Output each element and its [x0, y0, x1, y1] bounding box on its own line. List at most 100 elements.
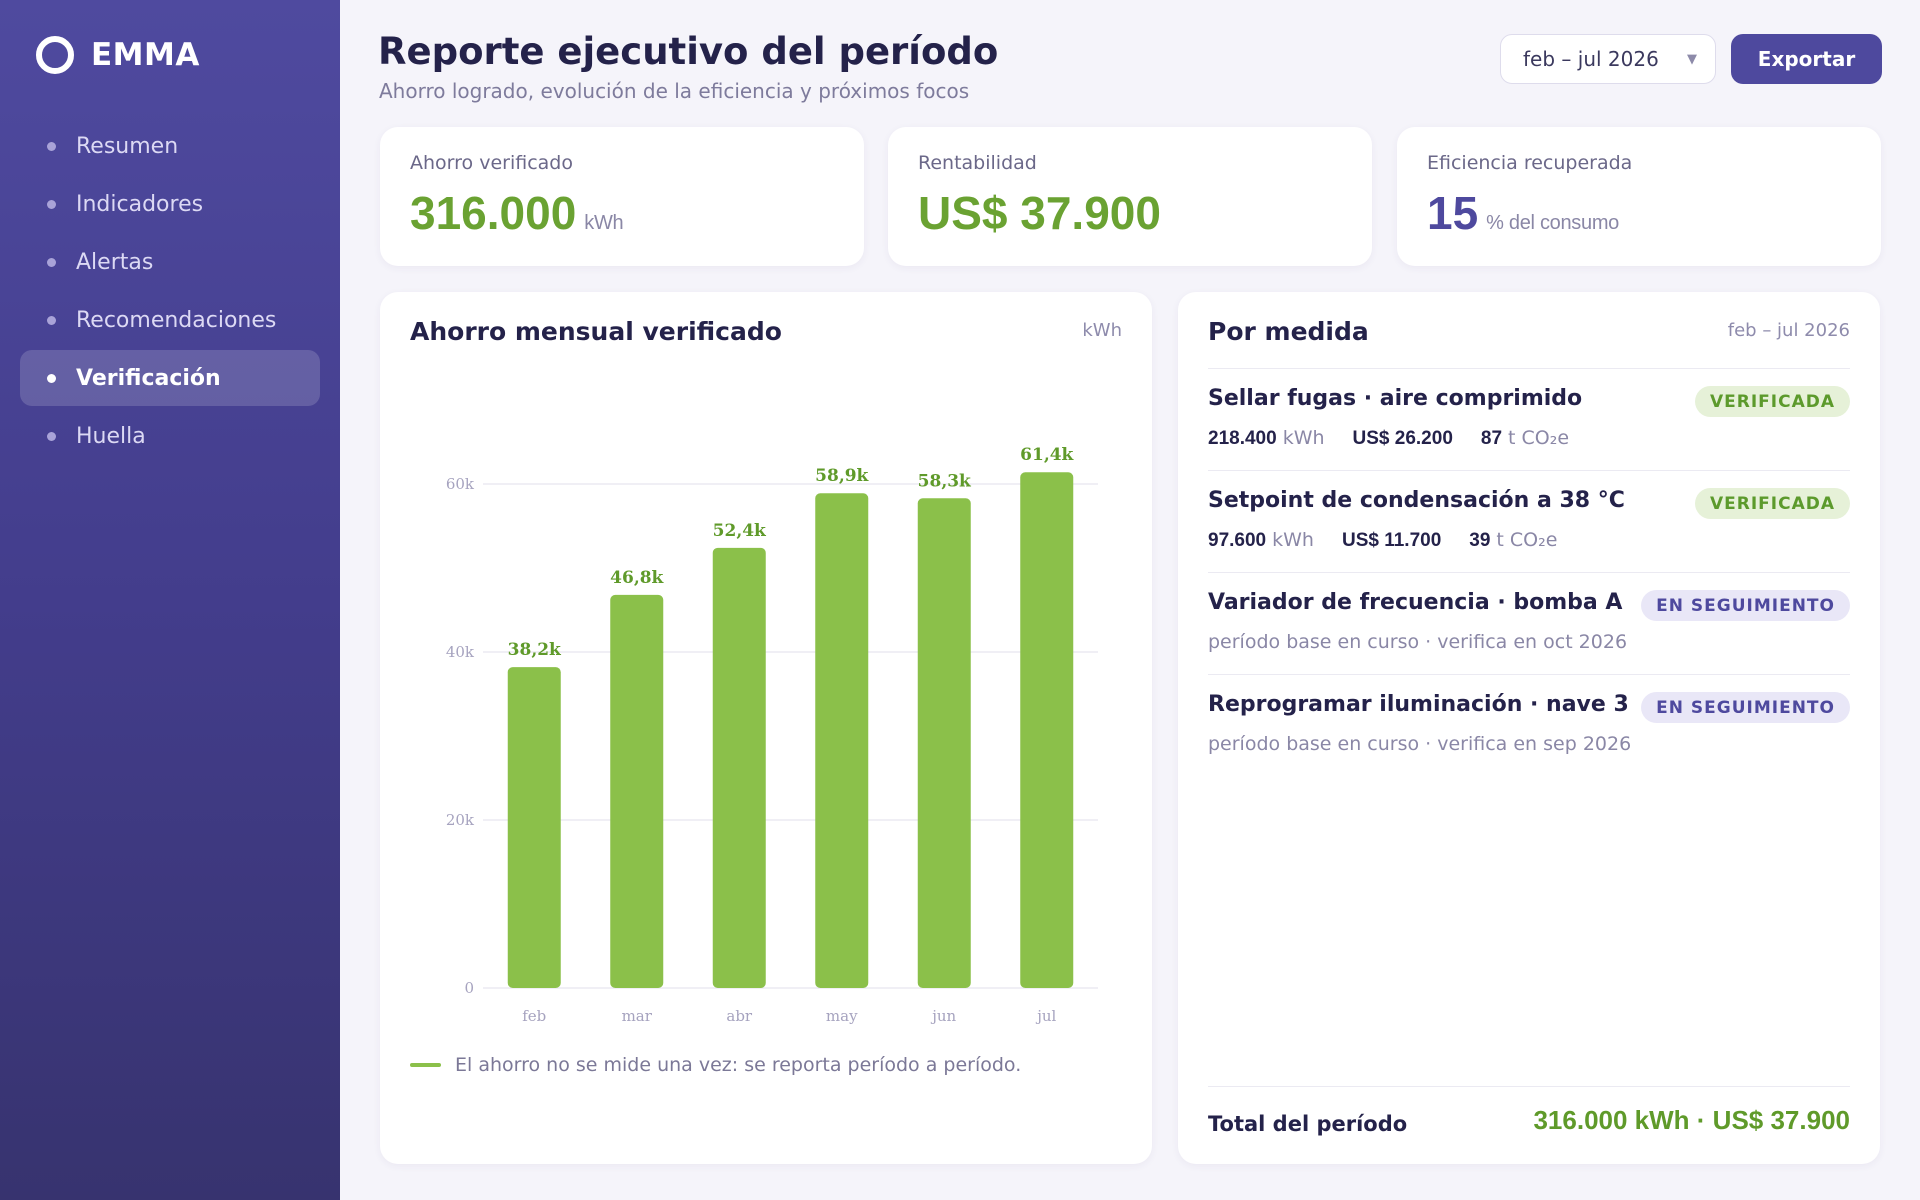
- period-select[interactable]: feb – jul 2026 ▼: [1500, 34, 1716, 84]
- stat-co2-unit: t CO₂e: [1508, 427, 1570, 449]
- sidebar-nav: Resumen Indicadores Alertas Recomendacio…: [20, 118, 320, 466]
- stat-co2-unit: t CO₂e: [1496, 529, 1558, 551]
- status-badge: EN SEGUIMIENTO: [1641, 692, 1850, 723]
- status-badge: VERIFICADA: [1694, 386, 1850, 417]
- x-tick-label: may: [826, 1007, 858, 1025]
- kpi-unit: kWh: [584, 212, 624, 234]
- sidebar-item-label: Recomendaciones: [76, 307, 277, 333]
- divider: [1208, 572, 1850, 573]
- x-tick-label: jun: [930, 1007, 956, 1025]
- y-tick-label: 20k: [446, 811, 475, 829]
- stat-usd: US$ 11.700: [1341, 530, 1442, 551]
- sidebar-item-label: Verificación: [76, 365, 221, 391]
- bar: [815, 493, 869, 988]
- stat-co2: 87: [1480, 428, 1503, 449]
- bullet-icon: [47, 141, 56, 151]
- sidebar: EMMA Resumen Indicadores Alertas Recomen…: [0, 0, 340, 1200]
- kpi-card-rentabilidad: Rentabilidad US$ 37.900: [888, 127, 1372, 266]
- divider: [1208, 470, 1850, 471]
- kpi-label: Eficiencia recuperada: [1427, 152, 1633, 174]
- chart-legend: El ahorro no se mide una vez: se reporta…: [410, 1054, 1021, 1076]
- page-title: Reporte ejecutivo del período: [378, 30, 999, 73]
- kpi-value: 316.000: [410, 187, 577, 239]
- measures-period: feb – jul 2026: [1727, 320, 1850, 341]
- period-select-value: feb – jul 2026: [1523, 47, 1659, 71]
- measure-stats: 97.600 kWh US$ 11.700 39 t CO₂e: [1208, 529, 1585, 552]
- sidebar-item-huella[interactable]: Huella: [20, 408, 320, 464]
- stat-kwh: 218.400: [1208, 428, 1277, 449]
- measure-item[interactable]: Setpoint de condensación a 38 °C VERIFIC…: [1208, 470, 1850, 572]
- status-badge: VERIFICADA: [1694, 488, 1850, 519]
- sidebar-item-verificacion[interactable]: Verificación: [20, 350, 320, 406]
- bullet-icon: [47, 199, 56, 209]
- sidebar-item-recomendaciones[interactable]: Recomendaciones: [20, 292, 320, 348]
- sidebar-item-indicadores[interactable]: Indicadores: [20, 176, 320, 232]
- bullet-icon: [47, 373, 56, 383]
- measure-name: Sellar fugas · aire comprimido: [1208, 386, 1583, 411]
- stat-usd: US$ 26.200: [1352, 428, 1453, 449]
- chart-title: Ahorro mensual verificado: [410, 317, 782, 346]
- kpi-card-ahorro: Ahorro verificado 316.000 kWh: [380, 127, 864, 266]
- measure-stats: 218.400 kWh US$ 26.200 87 t CO₂e: [1208, 427, 1597, 450]
- sidebar-item-label: Indicadores: [76, 191, 204, 217]
- kpi-value: 15: [1427, 187, 1479, 239]
- data-label: 38,2k: [508, 640, 562, 660]
- sidebar-item-resumen[interactable]: Resumen: [20, 118, 320, 174]
- chart-card: 0 20k 40k 60k 38,2k feb 46,8k mar 52,4k abr 58,9k m…: [380, 292, 1152, 1164]
- bar: [917, 498, 971, 988]
- measure-name: Variador de frecuencia · bomba A: [1208, 590, 1623, 615]
- stat-kwh: 97.600: [1208, 530, 1267, 551]
- kpi-label: Ahorro verificado: [410, 152, 573, 174]
- y-tick-label: 40k: [446, 643, 475, 661]
- measure-name: Reprogramar iluminación · nave 3: [1208, 692, 1629, 717]
- x-tick-label: mar: [622, 1007, 653, 1025]
- stat-co2: 39: [1469, 530, 1491, 551]
- x-tick-label: feb: [522, 1007, 546, 1025]
- bullet-icon: [47, 431, 56, 441]
- legend-text: El ahorro no se mide una vez: se reporta…: [455, 1054, 1022, 1076]
- measure-item[interactable]: Variador de frecuencia · bomba A EN SEGU…: [1208, 572, 1850, 674]
- bar: [1020, 472, 1074, 988]
- measures-card: Por medida feb – jul 2026 Sellar fugas ·…: [1178, 292, 1880, 1164]
- bullet-icon: [47, 315, 56, 325]
- kpi-label: Rentabilidad: [918, 152, 1037, 174]
- data-label: 58,3k: [918, 471, 972, 491]
- measure-note: período base en curso · verifica en sep …: [1208, 733, 1632, 755]
- sidebar-item-label: Alertas: [76, 249, 154, 275]
- total-label: Total del período: [1208, 1112, 1408, 1136]
- sidebar-item-alertas[interactable]: Alertas: [20, 234, 320, 290]
- kpi-unit: % del consumo: [1486, 212, 1620, 234]
- logo-ring-icon: [36, 36, 74, 74]
- kpi-card-eficiencia: Eficiencia recuperada 15 % del consumo: [1397, 127, 1881, 266]
- sidebar-item-label: Resumen: [76, 133, 179, 159]
- measures-title: Por medida: [1208, 317, 1369, 346]
- bar: [507, 667, 561, 988]
- measure-item[interactable]: Reprogramar iluminación · nave 3 EN SEGU…: [1208, 674, 1850, 776]
- x-tick-label: abr: [726, 1007, 753, 1025]
- bullet-icon: [47, 257, 56, 267]
- brand[interactable]: EMMA: [36, 36, 200, 74]
- page-subtitle: Ahorro logrado, evolución de la eficienc…: [379, 79, 970, 103]
- legend-swatch: [410, 1063, 441, 1067]
- divider: [1208, 674, 1850, 675]
- data-label: 52,4k: [713, 521, 767, 541]
- y-tick-label: 60k: [446, 475, 475, 493]
- stat-kwh-unit: kWh: [1272, 529, 1314, 551]
- divider: [1208, 1086, 1850, 1087]
- measure-note: período base en curso · verifica en oct …: [1208, 631, 1628, 653]
- measure-item[interactable]: Sellar fugas · aire comprimido VERIFICAD…: [1208, 368, 1850, 470]
- chevron-down-icon: ▼: [1687, 52, 1697, 67]
- measure-name: Setpoint de condensación a 38 °C: [1208, 488, 1625, 513]
- y-tick-label: 0: [464, 979, 474, 997]
- divider: [1208, 368, 1850, 369]
- x-tick-label: jul: [1035, 1007, 1056, 1025]
- status-badge: EN SEGUIMIENTO: [1641, 590, 1850, 621]
- bar-chart: 0 20k 40k 60k 38,2k feb 46,8k mar 52,4k abr 58,9k m…: [446, 445, 1098, 1025]
- bar: [712, 547, 766, 988]
- data-label: 61,4k: [1020, 445, 1074, 465]
- total-value: 316.000 kWh · US$ 37.900: [1533, 1105, 1850, 1135]
- bar: [610, 594, 664, 988]
- brand-name: EMMA: [91, 37, 200, 73]
- export-button[interactable]: Exportar: [1731, 34, 1882, 84]
- data-label: 58,9k: [815, 466, 869, 486]
